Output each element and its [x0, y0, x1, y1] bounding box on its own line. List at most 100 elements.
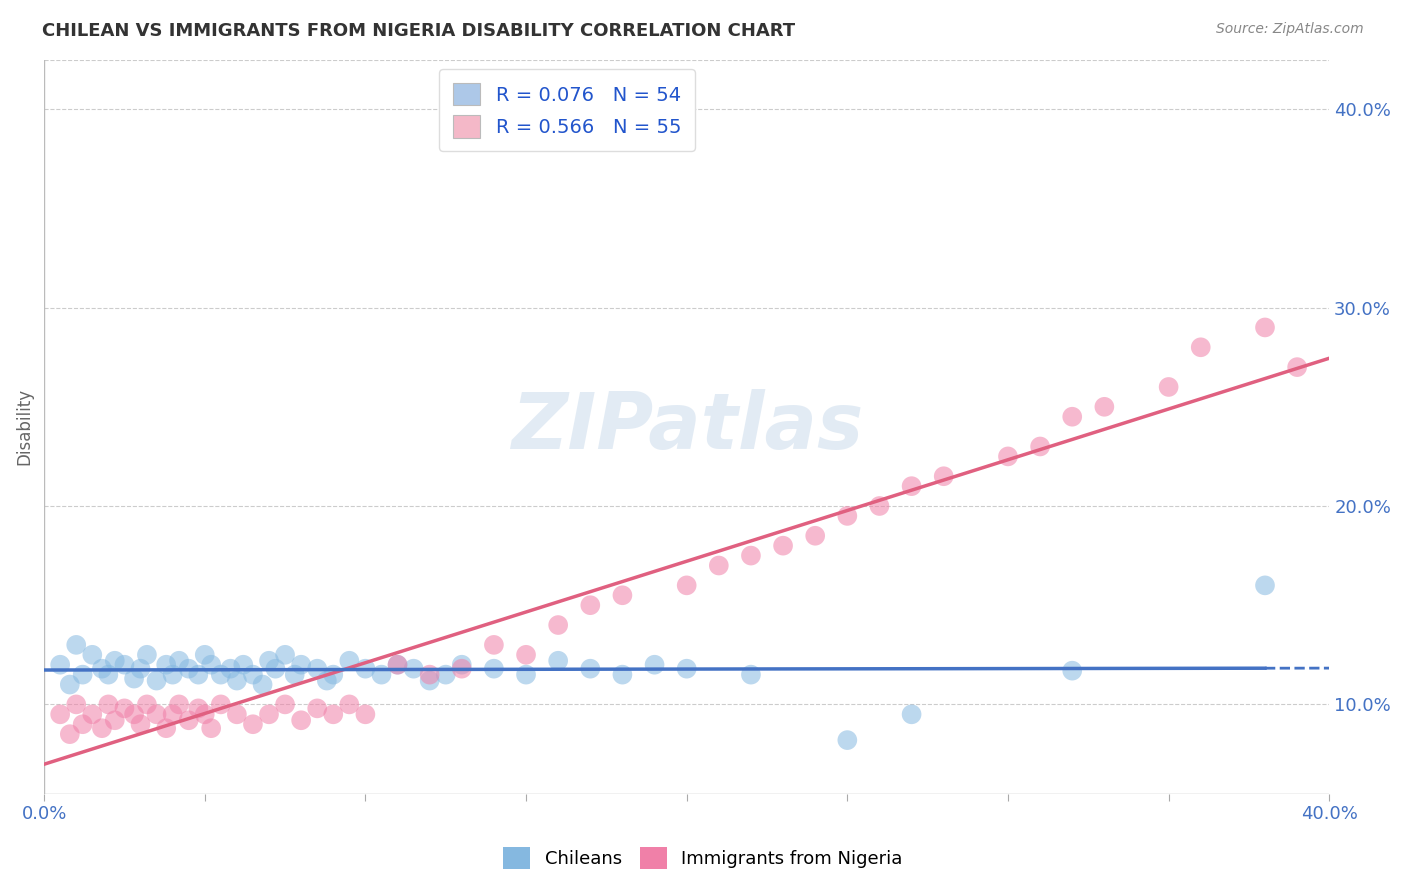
Point [167, 654, 190, 668]
Point [740, 549, 762, 563]
Point [869, 499, 891, 513]
Point [177, 662, 200, 676]
Point [370, 667, 392, 681]
Point [104, 654, 127, 668]
Point [82, 648, 104, 662]
Point [274, 698, 297, 712]
Point [167, 698, 190, 712]
Point [837, 733, 859, 747]
Point [59, 677, 82, 691]
Point [1062, 409, 1084, 424]
Point [122, 672, 145, 686]
Point [91, 721, 114, 735]
Point [900, 479, 922, 493]
Point [612, 667, 634, 681]
Point [772, 539, 794, 553]
Point [612, 588, 634, 602]
Point [155, 721, 177, 735]
Point [225, 673, 247, 688]
Point [434, 667, 457, 681]
Point [194, 648, 217, 662]
Point [837, 508, 859, 523]
Point [122, 707, 145, 722]
Point [49, 657, 72, 672]
Point [114, 701, 136, 715]
Point [274, 648, 297, 662]
Point [579, 598, 602, 612]
Point [1286, 360, 1309, 375]
Point [145, 673, 167, 688]
Point [515, 667, 537, 681]
Point [162, 667, 184, 681]
Text: CHILEAN VS IMMIGRANTS FROM NIGERIA DISABILITY CORRELATION CHART: CHILEAN VS IMMIGRANTS FROM NIGERIA DISAB… [42, 22, 796, 40]
Point [419, 667, 441, 681]
Point [129, 662, 152, 676]
Point [997, 450, 1019, 464]
Point [387, 657, 409, 672]
Point [402, 662, 425, 676]
Point [187, 667, 209, 681]
Point [804, 529, 827, 543]
Point [290, 657, 312, 672]
Point [200, 657, 222, 672]
Point [322, 667, 344, 681]
Point [1062, 664, 1084, 678]
Point [242, 667, 264, 681]
Text: ZIPatlas: ZIPatlas [510, 389, 863, 465]
Point [579, 662, 602, 676]
Point [194, 707, 217, 722]
Point [82, 707, 104, 722]
Point [187, 701, 209, 715]
Point [65, 638, 87, 652]
Point [225, 707, 247, 722]
Point [252, 677, 274, 691]
Point [482, 662, 505, 676]
Point [1157, 380, 1180, 394]
Point [104, 713, 127, 727]
Point [307, 662, 329, 676]
Point [97, 667, 120, 681]
Point [135, 648, 157, 662]
Point [482, 638, 505, 652]
Legend: Chileans, Immigrants from Nigeria: Chileans, Immigrants from Nigeria [494, 838, 912, 879]
Point [322, 707, 344, 722]
Point [129, 717, 152, 731]
Point [145, 707, 167, 722]
Point [155, 657, 177, 672]
Point [387, 657, 409, 672]
Point [219, 662, 242, 676]
Point [1189, 340, 1212, 354]
Point [1029, 440, 1052, 454]
Point [284, 667, 307, 681]
Point [114, 657, 136, 672]
Point [307, 701, 329, 715]
Point [675, 662, 697, 676]
Y-axis label: Disability: Disability [15, 388, 32, 466]
Point [49, 707, 72, 722]
Point [419, 673, 441, 688]
Text: Source: ZipAtlas.com: Source: ZipAtlas.com [1216, 22, 1364, 37]
Point [1254, 320, 1277, 334]
Point [290, 713, 312, 727]
Point [450, 662, 472, 676]
Point [135, 698, 157, 712]
Point [72, 667, 94, 681]
Point [257, 654, 280, 668]
Point [644, 657, 666, 672]
Point [354, 707, 377, 722]
Legend: R = 0.076   N = 54, R = 0.566   N = 55: R = 0.076 N = 54, R = 0.566 N = 55 [440, 70, 695, 151]
Point [515, 648, 537, 662]
Point [315, 673, 337, 688]
Point [91, 662, 114, 676]
Point [707, 558, 730, 573]
Point [1092, 400, 1115, 414]
Point [209, 698, 232, 712]
Point [162, 707, 184, 722]
Point [65, 698, 87, 712]
Point [900, 707, 922, 722]
Point [232, 657, 254, 672]
Point [257, 707, 280, 722]
Point [337, 654, 360, 668]
Point [547, 654, 569, 668]
Point [177, 713, 200, 727]
